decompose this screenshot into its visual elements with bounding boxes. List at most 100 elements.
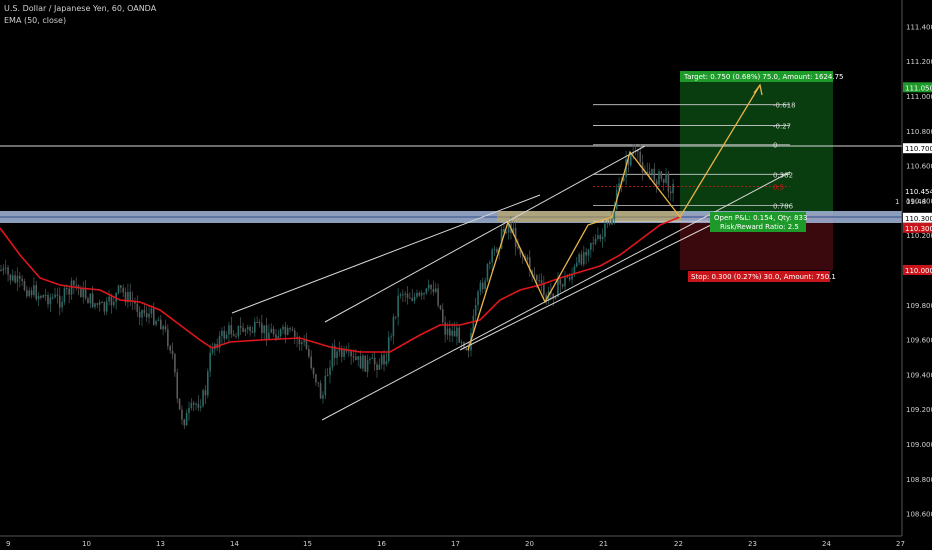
candle-body [423, 293, 425, 295]
candle-body [58, 295, 61, 308]
candle-body [601, 236, 604, 240]
candle-body [451, 330, 453, 336]
candle-body [298, 339, 301, 345]
candle-body [552, 293, 555, 299]
candle-body [246, 326, 249, 330]
candle-body [425, 288, 428, 294]
candle-body [239, 325, 242, 328]
candle-body [117, 285, 120, 293]
candle-body [416, 292, 418, 297]
candle-body [538, 280, 540, 282]
candle-body [604, 223, 606, 237]
candle-body [322, 395, 324, 399]
candle-body [164, 326, 167, 330]
candle-body [531, 270, 533, 275]
candle-body [329, 367, 331, 375]
candle-body [75, 285, 77, 287]
candle-body [442, 309, 444, 323]
time-tick-label: 10 [82, 540, 91, 548]
candle-body [51, 297, 54, 299]
candle-body [575, 262, 578, 267]
candle-body [312, 368, 315, 375]
candle-body [202, 390, 204, 407]
stop-tag: Stop: 0.300 (0.27%) 30.0, Amount: 750.1 [688, 271, 836, 282]
candle-body [373, 357, 376, 365]
candle-body [315, 374, 317, 383]
candle-body [467, 350, 470, 352]
candle-body [585, 252, 587, 256]
ema-line [0, 216, 681, 353]
time-tick-label: 21 [599, 540, 608, 548]
candle-body [47, 295, 49, 305]
candle-body [35, 285, 38, 300]
candle-body [345, 350, 348, 352]
candle-body [456, 327, 458, 337]
candle-body [73, 280, 75, 286]
candle-body [14, 275, 16, 283]
time-tick-label: 22 [674, 540, 683, 548]
candle-body [80, 288, 82, 298]
price-tick-label: 110.200 [906, 232, 932, 240]
candle-body [134, 301, 136, 304]
candle-body [310, 356, 312, 369]
candle-body [235, 335, 237, 337]
candle-body [618, 183, 620, 190]
candle-body [263, 325, 265, 334]
stop-label: Stop: 0.300 (0.27%) 30.0, Amount: 750.1 [691, 273, 836, 281]
candle-body [9, 274, 12, 281]
candle-body [413, 296, 416, 301]
candle-body [658, 171, 660, 185]
price-tick-label: 109.400 [906, 371, 932, 379]
fib-level-label: 0.786 [773, 203, 794, 211]
candle-body [256, 322, 258, 324]
candle-body [249, 326, 251, 332]
candle-body [23, 281, 26, 290]
candle-body [352, 356, 355, 358]
candle-body [453, 330, 456, 337]
candle-body [282, 326, 284, 330]
price-tick-label: 109.000 [906, 441, 932, 449]
candle-body [350, 351, 352, 357]
countdown-prefix: 1 [895, 198, 899, 206]
candle-body [655, 180, 658, 185]
price-tick-label: 109.200 [906, 406, 932, 414]
candle-body [16, 275, 19, 283]
candle-body [559, 279, 562, 285]
fib-level-label: -0.618 [773, 102, 796, 110]
candle-body [127, 291, 129, 303]
time-tick-label: 14 [230, 540, 239, 548]
fib-level-label: 0.5 [773, 183, 784, 191]
candle-body [331, 345, 334, 368]
candle-body [653, 168, 656, 181]
candle-body [503, 228, 505, 233]
candle-body [63, 287, 66, 302]
candle-body [630, 154, 632, 166]
candle-body [258, 322, 261, 324]
candle-body [129, 291, 132, 301]
candle-body [301, 342, 303, 345]
price-axis[interactable]: 111.400 111.200 111.000 110.800 110.600 110.4… [895, 0, 932, 536]
candle-body [392, 316, 395, 337]
candle-body [185, 413, 188, 426]
candle-body [26, 289, 28, 297]
target-price-tag [903, 82, 932, 93]
candle-body [221, 330, 223, 337]
candle-body [84, 287, 87, 299]
time-tick-label: 13 [156, 540, 165, 548]
candle-body [141, 310, 143, 318]
support-price-tag-text: 110.300 [905, 215, 932, 223]
candle-body [286, 328, 289, 335]
candle-body [399, 294, 402, 296]
candle-body [667, 173, 670, 192]
candle-body [174, 354, 176, 373]
candle-body [632, 152, 634, 155]
candle-body [672, 184, 674, 194]
candle-body [181, 409, 183, 420]
current-price-tag [903, 186, 932, 197]
open-pnl-label: Open P&L: 0.154, Qty: 833 [714, 214, 807, 222]
candle-body [169, 346, 171, 351]
time-tick-label: 9 [6, 540, 10, 548]
candle-body [481, 282, 484, 290]
time-axis[interactable]: 9 10 13 14 15 16 17 20 21 22 23 24 27 [0, 535, 932, 550]
